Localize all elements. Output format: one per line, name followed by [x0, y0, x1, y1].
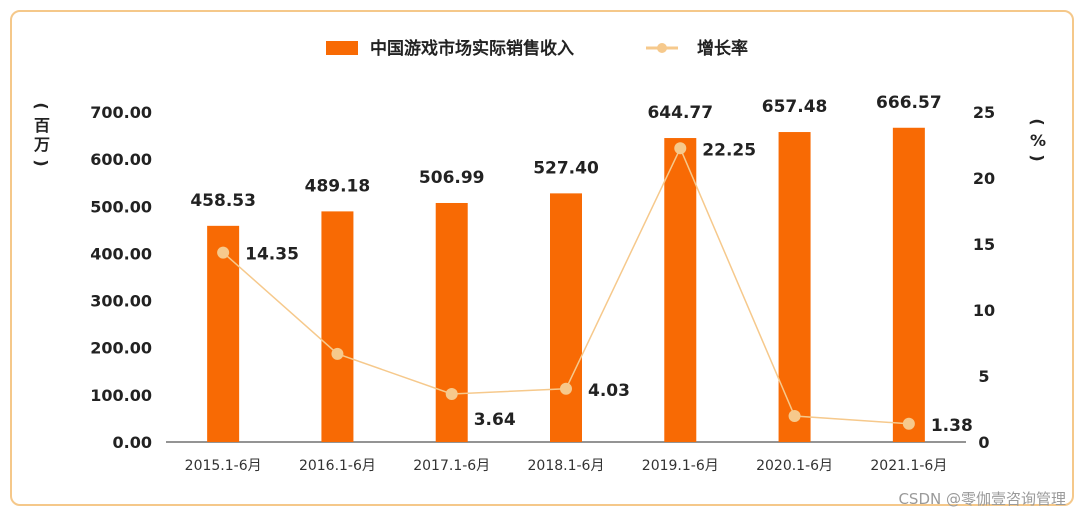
y-axis-title-char: 百 [34, 116, 50, 135]
y-tick-label: 100.00 [90, 386, 152, 405]
y-tick-label: 0.00 [113, 433, 152, 452]
y2-tick-label: 0 [978, 433, 989, 452]
y-tick-label: 400.00 [90, 244, 152, 263]
growth-point [560, 382, 572, 395]
x-tick-label: 2021.1-6月 [870, 458, 947, 474]
y2-axis-title-char: % [1030, 131, 1046, 150]
x-tick-label: 2015.1-6月 [185, 458, 262, 474]
bar-value-label: 666.57 [876, 93, 942, 113]
growth-point [445, 387, 458, 400]
y-tick-label: 500.00 [90, 197, 152, 216]
y2-tick-label: 25 [973, 103, 995, 122]
y2-tick-label: 15 [973, 235, 995, 254]
y-tick-label: 700.00 [90, 103, 152, 122]
bar-value-label: 458.53 [190, 191, 256, 211]
axes: 0.00 100.00 200.00 300.00 400.00 500.00 600.00… [32, 102, 1047, 474]
y-axis-title-char: ) [32, 159, 51, 166]
data-labels: 458.53 489.18 506.99 527.40 644.77 657.48 666.… [190, 93, 972, 436]
legend: 中国游戏市场实际销售收入 增长率 [326, 38, 748, 59]
growth-line-series [217, 142, 915, 430]
bar [435, 202, 468, 442]
bar [892, 127, 925, 442]
bar-value-label: 506.99 [419, 168, 485, 188]
y2-tick-label: 5 [978, 367, 989, 386]
bar [550, 193, 582, 442]
y2-tick-label: 10 [973, 301, 995, 320]
y-axis-title-char: ( [32, 102, 51, 109]
watermark: CSDN @零伽壹咨询管理 [898, 490, 1066, 508]
legend-line-label: 增长率 [697, 38, 748, 59]
growth-value-label: 4.03 [588, 381, 630, 401]
y-tick-label: 300.00 [90, 292, 152, 311]
y-tick-label: 600.00 [90, 150, 152, 169]
growth-value-label: 1.38 [931, 416, 973, 436]
legend-bar-label: 中国游戏市场实际销售收入 [370, 38, 574, 59]
legend-line-marker [657, 43, 667, 53]
legend-bar-swatch [326, 41, 358, 55]
y2-axis-title-char: ( [1028, 118, 1047, 125]
growth-value-label: 3.64 [474, 410, 516, 430]
growth-point [331, 347, 344, 360]
bar [321, 211, 354, 442]
growth-value-label: 22.25 [702, 140, 756, 160]
growth-value-label: 14.35 [245, 245, 299, 265]
y-tick-label: 200.00 [90, 339, 152, 358]
y-axis-title-char: 万 [33, 135, 50, 154]
x-tick-label: 2016.1-6月 [299, 458, 376, 474]
bar [664, 138, 697, 443]
x-tick-label: 2018.1-6月 [528, 458, 605, 474]
bar-value-label: 657.48 [762, 97, 828, 117]
growth-point [902, 417, 915, 430]
bar [778, 132, 811, 442]
x-tick-label: 2017.1-6月 [413, 458, 490, 474]
bars-series [207, 127, 925, 443]
y2-tick-label: 20 [973, 169, 995, 188]
y2-axis-title-char: ) [1028, 154, 1047, 161]
growth-point [217, 246, 230, 259]
bar-value-label: 527.40 [533, 158, 599, 178]
x-tick-label: 2020.1-6月 [756, 458, 833, 474]
growth-point [788, 409, 801, 422]
bar-value-label: 489.18 [305, 176, 371, 196]
growth-point [674, 142, 687, 155]
x-tick-label: 2019.1-6月 [642, 458, 719, 474]
bar-value-label: 644.77 [647, 103, 713, 123]
